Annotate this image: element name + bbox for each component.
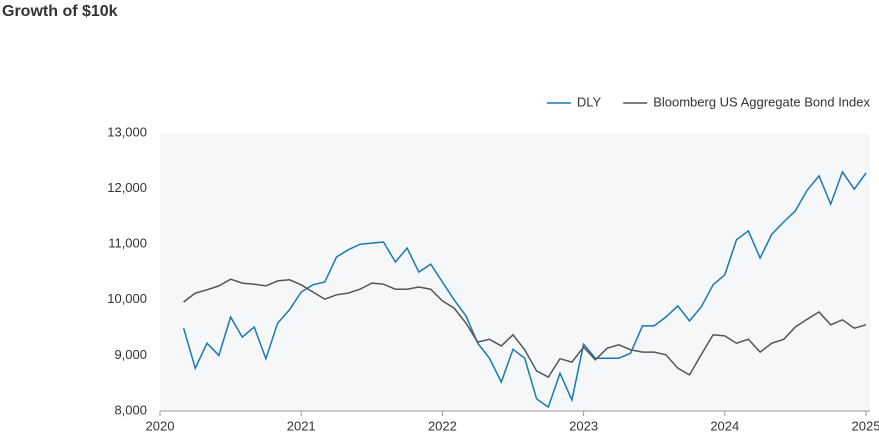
x-tick-label: 2020: [146, 418, 175, 433]
x-tick-label: 2024: [710, 418, 739, 433]
x-tick-label: 2025: [852, 418, 879, 433]
x-tick-label: 2023: [569, 418, 598, 433]
chart-title: Growth of $10k: [2, 3, 118, 20]
y-tick-label: 11,000: [108, 236, 147, 251]
series-line: [183, 278, 867, 379]
y-tick-label: 13,000: [107, 124, 147, 139]
plot-area: [160, 133, 870, 411]
y-tick-label: 8,000: [114, 402, 147, 417]
y-tick-label: 9,000: [114, 347, 147, 362]
x-tick-label: 2021: [287, 418, 316, 433]
x-tick-label: 2022: [428, 418, 457, 433]
legend-label: Bloomberg US Aggregate Bond Index: [653, 94, 870, 109]
legend-label: DLY: [577, 94, 602, 109]
y-tick-label: 12,000: [107, 180, 147, 195]
series-line: [182, 170, 867, 409]
y-tick-label: 10,000: [107, 291, 147, 306]
